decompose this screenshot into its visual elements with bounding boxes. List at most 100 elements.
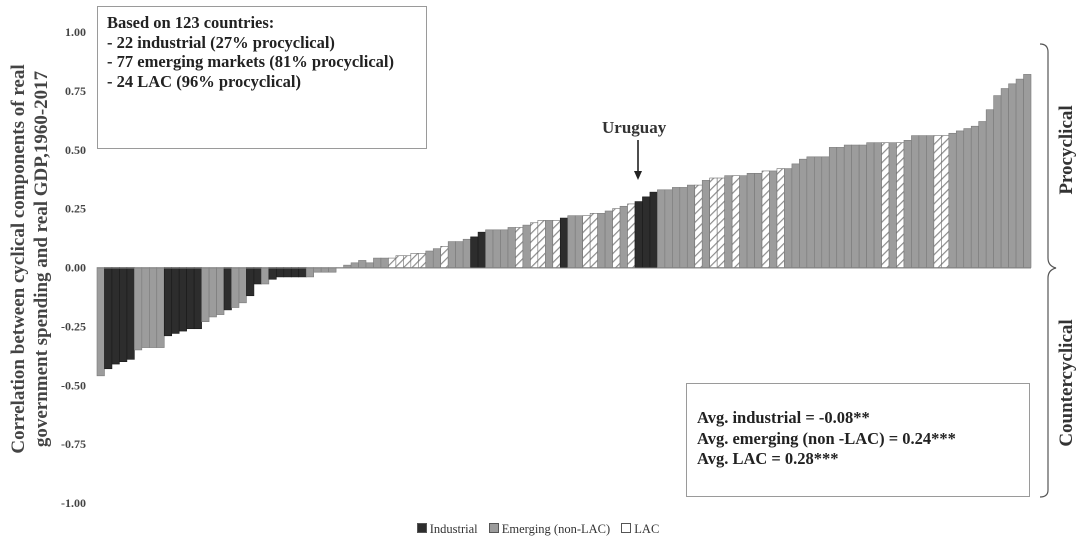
bar-lac bbox=[440, 246, 449, 268]
bar-emerging bbox=[993, 95, 1002, 268]
uruguay-arrow bbox=[634, 140, 642, 180]
bar-emerging bbox=[216, 267, 225, 315]
bar-lac bbox=[627, 203, 636, 268]
bar-industrial bbox=[268, 267, 277, 280]
bar-emerging bbox=[305, 267, 314, 278]
bar-emerging bbox=[926, 135, 935, 268]
bar-emerging bbox=[507, 227, 516, 268]
bar-lac bbox=[552, 220, 561, 268]
bar-lac bbox=[881, 142, 890, 268]
bar-lac bbox=[694, 184, 703, 268]
bar-emerging bbox=[955, 130, 965, 268]
bar-emerging bbox=[231, 267, 240, 308]
legend-item-industrial: Industrial bbox=[416, 522, 478, 537]
y-tick-labels: 1.00 0.75 0.50 0.25 0.00 -0.25 -0.50 -0.75 -1.00 bbox=[61, 25, 86, 510]
legend-swatch-lac bbox=[621, 523, 632, 533]
bar-emerging bbox=[784, 168, 793, 268]
uruguay-annotation: Uruguay bbox=[602, 118, 667, 137]
bar-emerging bbox=[500, 229, 509, 268]
bar-industrial bbox=[246, 267, 255, 297]
bar-emerging bbox=[96, 267, 105, 377]
bar-emerging bbox=[903, 140, 912, 268]
bar-emerging bbox=[851, 144, 860, 268]
bar-emerging bbox=[724, 175, 733, 268]
bar-lac bbox=[410, 253, 419, 268]
bar-emerging bbox=[597, 213, 606, 268]
procyclical-brace bbox=[1039, 43, 1057, 498]
bar-emerging bbox=[208, 267, 217, 318]
y-tick-label: -1.00 bbox=[61, 496, 86, 510]
bar-emerging bbox=[156, 267, 165, 348]
bar-emerging bbox=[373, 257, 382, 268]
bar-emerging bbox=[1000, 88, 1009, 268]
bar-lac bbox=[941, 135, 950, 268]
bar-lac bbox=[731, 175, 740, 268]
bars bbox=[96, 74, 1032, 377]
bar-lac bbox=[589, 213, 598, 268]
bar-industrial bbox=[171, 267, 180, 334]
bar-industrial bbox=[193, 267, 202, 330]
bar-emerging bbox=[201, 267, 210, 322]
sample-note-box: Based on 123 countries: - 22 industrial … bbox=[97, 6, 427, 149]
bar-emerging bbox=[455, 241, 464, 268]
bar-emerging bbox=[604, 210, 613, 268]
bar-industrial bbox=[283, 267, 292, 278]
average-line: Avg. emerging (non -LAC) = 0.24*** bbox=[697, 428, 956, 448]
bar-emerging bbox=[799, 158, 808, 268]
bar-emerging bbox=[672, 187, 681, 268]
bar-emerging bbox=[343, 264, 352, 268]
y-axis-title: Correlation between cyclical components … bbox=[8, 64, 52, 453]
bar-lac bbox=[709, 177, 718, 268]
y-tick-label: 0.75 bbox=[65, 84, 86, 98]
bar-emerging bbox=[432, 248, 442, 268]
bar-emerging bbox=[746, 173, 755, 268]
bar-industrial bbox=[111, 267, 120, 365]
bar-emerging bbox=[791, 163, 800, 268]
bar-emerging bbox=[1015, 78, 1024, 268]
bar-emerging bbox=[425, 250, 434, 268]
bar-emerging bbox=[545, 220, 554, 268]
bar-lac bbox=[395, 255, 404, 268]
bar-emerging bbox=[1008, 83, 1017, 268]
bar-industrial bbox=[290, 267, 300, 278]
y-tick-label: -0.75 bbox=[61, 437, 86, 451]
y-tick-label: 0.25 bbox=[65, 202, 86, 216]
bar-emerging bbox=[567, 215, 576, 268]
bar-lac bbox=[582, 215, 591, 268]
bar-emerging bbox=[679, 187, 688, 268]
procyclical-label: Procyclical bbox=[1056, 105, 1076, 194]
bar-emerging bbox=[948, 132, 957, 268]
bar-emerging bbox=[769, 170, 778, 268]
bar-lac bbox=[515, 227, 524, 268]
bar-lac bbox=[403, 255, 412, 268]
bar-emerging bbox=[814, 156, 823, 268]
bar-emerging bbox=[985, 109, 994, 268]
bar-emerging bbox=[350, 262, 359, 268]
legend: Industrial Emerging (non-LAC) LAC bbox=[0, 522, 1076, 537]
legend-item-lac: LAC bbox=[621, 522, 659, 537]
bar-industrial bbox=[642, 196, 651, 268]
bar-industrial bbox=[178, 267, 187, 332]
bar-industrial bbox=[119, 267, 128, 362]
y-tick-label: 0.00 bbox=[65, 261, 86, 275]
average-line: Avg. LAC = 0.28*** bbox=[697, 449, 839, 468]
bar-industrial bbox=[470, 236, 479, 268]
averages-note-box: Avg. industrial = -0.08** Avg. emerging … bbox=[686, 383, 1030, 497]
bar-emerging bbox=[806, 156, 815, 268]
bar-emerging bbox=[134, 267, 143, 351]
legend-label: LAC bbox=[634, 522, 660, 536]
bar-lac bbox=[776, 168, 785, 268]
sample-note-line: - 24 LAC (96% procyclical) bbox=[107, 71, 301, 91]
bar-emerging bbox=[701, 180, 710, 268]
bar-industrial bbox=[276, 267, 285, 278]
bar-lac bbox=[896, 142, 905, 268]
legend-label: Emerging (non-LAC) bbox=[501, 522, 611, 536]
legend-label: Industrial bbox=[429, 522, 478, 536]
bar-industrial bbox=[163, 267, 173, 337]
sample-note-line: - 77 emerging markets (81% procyclical) bbox=[107, 52, 394, 71]
legend-swatch-industrial bbox=[416, 523, 427, 533]
bar-lac bbox=[530, 222, 539, 268]
bar-emerging bbox=[978, 121, 987, 268]
bar-industrial bbox=[186, 267, 195, 330]
bar-emerging bbox=[619, 205, 628, 268]
